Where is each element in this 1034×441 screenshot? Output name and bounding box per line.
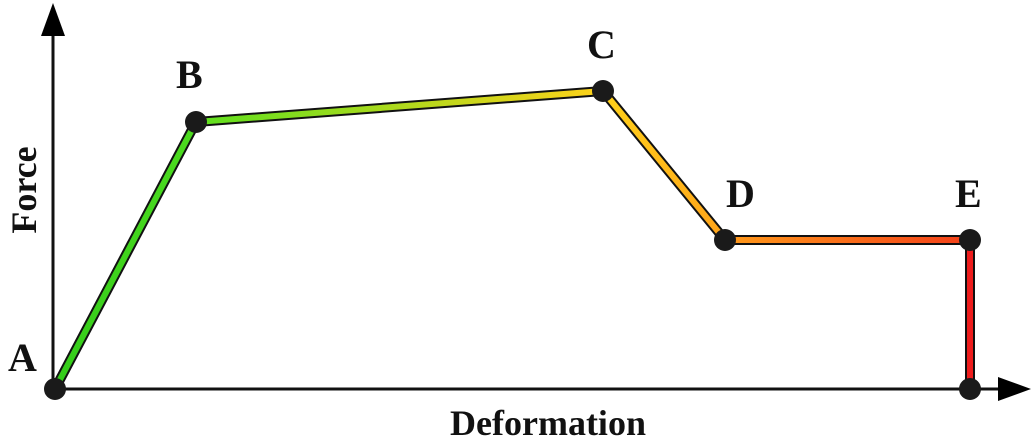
- x-axis-arrow-icon: [998, 377, 1031, 401]
- point-e: [959, 229, 981, 251]
- curve: [52, 88, 973, 392]
- point-c: [592, 80, 614, 102]
- point-d: [714, 229, 736, 251]
- label-d: D: [726, 171, 755, 216]
- segment-c-d: [600, 88, 728, 243]
- label-a: A: [8, 335, 37, 380]
- y-axis-label: Force: [4, 146, 44, 233]
- label-e: E: [955, 171, 982, 216]
- label-b: B: [176, 52, 203, 97]
- x-axis: [53, 377, 1031, 401]
- segment-a-b: [52, 119, 199, 392]
- y-axis-arrow-icon: [41, 3, 65, 36]
- segment-b-c: [193, 88, 606, 125]
- label-c: C: [587, 22, 616, 67]
- y-axis: [41, 3, 65, 389]
- x-axis-label: Deformation: [450, 403, 646, 441]
- point-b: [185, 111, 207, 133]
- point-a: [44, 378, 66, 400]
- nodes: [44, 80, 981, 400]
- point-end: [959, 378, 981, 400]
